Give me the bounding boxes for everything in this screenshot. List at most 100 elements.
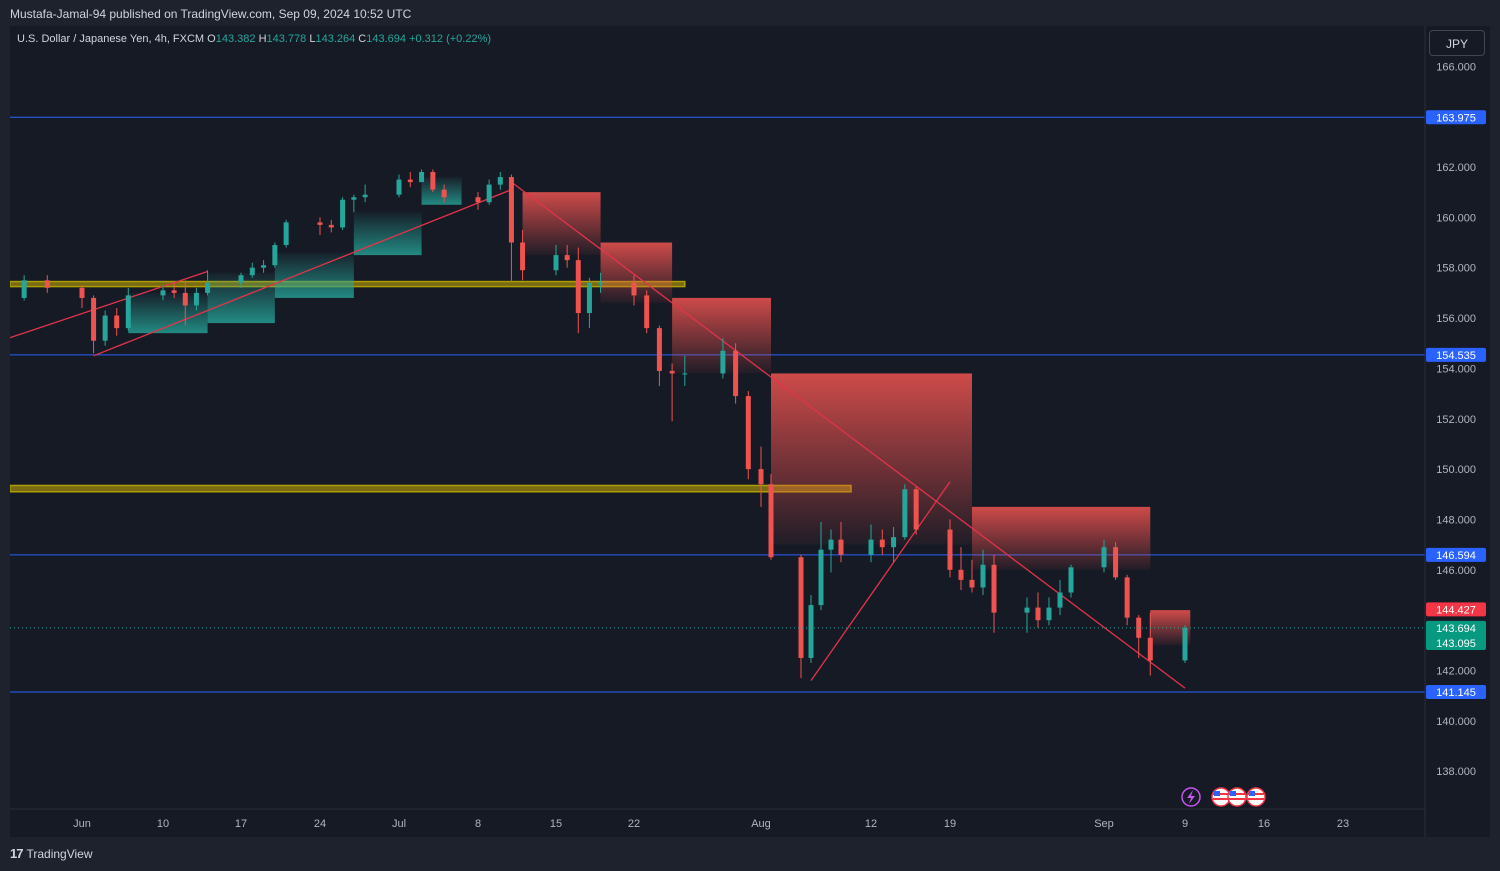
candle-body [205,282,211,293]
symbol-legend: U.S. Dollar / Japanese Yen, 4h, FXCM O14… [17,33,491,45]
chart-frame[interactable]: 166.000 162.000 160.000 158.000 156.000 154.0… [10,26,1490,837]
x-tick-label: 22 [628,818,640,830]
x-tick-label: 23 [1337,818,1349,830]
open-label: O [207,33,216,45]
candle-body [1024,607,1030,613]
candle-body [798,557,804,658]
publisher-bar: Mustafa-Jamal-94 published on TradingVie… [0,0,1500,26]
y-tick-label: 150.000 [1436,464,1476,476]
candle-body [396,179,402,195]
y-tick-label: 160.000 [1436,212,1476,224]
lower-price-tag: 143.095 [1436,638,1476,650]
tradingview-logo-icon: 17 [10,846,24,861]
candle-body [553,255,559,271]
candle-body [564,255,570,261]
lower-price-tag-bg [1426,635,1486,650]
event-icons [1181,787,1266,807]
candle-body [838,539,844,555]
y-tick-label: 146.000 [1436,565,1476,577]
x-tick-label: Jul [392,818,406,830]
y-tick-label: 140.000 [1436,716,1476,728]
close-value: 143.694 [366,33,407,45]
candle-body [328,224,334,228]
candle-body [272,245,278,266]
candle-body [818,549,824,606]
open-value: 143.382 [215,33,256,45]
change-value: +0.312 (+0.22%) [409,33,492,45]
candle-body [419,172,425,183]
low-label: L [309,33,316,45]
level-price-tag: 163.975 [1436,112,1476,124]
candle-body [441,189,447,198]
x-tick-label: Jun [73,818,91,830]
publisher-text: Mustafa-Jamal-94 published on TradingVie… [10,7,412,21]
y-tick-label: 158.000 [1436,263,1476,275]
candle-body [1101,547,1107,568]
candle-body [598,282,604,284]
x-tick-label: 15 [550,818,562,830]
candle-body [745,396,751,470]
candle-body [828,539,834,550]
level-price-tag-bg [1426,110,1486,125]
candle-body [733,350,739,397]
bearish-cloud-segment [972,506,1151,570]
candle-body [669,370,675,374]
candle-body [261,265,267,268]
candle-body [1057,592,1063,608]
footer: 17 TradingView [0,837,1500,871]
candle-body [160,290,166,296]
x-tick-label: 12 [865,818,877,830]
candle-body [991,564,997,613]
y-tick-label: 138.000 [1436,766,1476,778]
y-tick-label: 166.000 [1436,61,1476,73]
candle-body [575,260,581,314]
candle-body [969,579,975,588]
candle-body [430,172,436,190]
brand-label: TradingView [26,846,93,861]
y-tick-label: 156.000 [1436,313,1476,325]
candle-body [758,469,764,485]
candle-body [497,177,503,185]
x-tick-label: 10 [157,818,169,830]
symbol-name[interactable]: U.S. Dollar / Japanese Yen, 4h, FXCM [17,33,205,45]
level-price-tag-bg [1426,347,1486,362]
high-label: H [258,33,267,45]
candle-body [508,177,514,243]
upper-price-tag-bg [1426,602,1486,617]
x-tick-label: 19 [944,818,956,830]
candle-body [238,275,244,283]
candle-body [21,280,27,298]
y-tick-label: 154.000 [1436,363,1476,375]
us-flag-icon[interactable] [1227,787,1247,807]
candle-body [644,295,650,329]
currency-button[interactable]: JPY [1429,30,1485,56]
candle-body [656,328,662,371]
y-tick-label: 152.000 [1436,414,1476,426]
candle-body [1147,637,1153,661]
candle-body [317,222,323,225]
x-tick-label: 16 [1258,818,1270,830]
level-price-tag: 154.535 [1436,350,1476,362]
price-chart[interactable]: 166.000 162.000 160.000 158.000 156.000 154.0… [10,26,1490,837]
candle-body [340,199,346,228]
trendline [10,270,208,339]
candle-body [958,569,964,580]
last-price-tag: 143.694 [1436,623,1476,635]
candle-body [79,287,85,298]
us-flag-icon[interactable] [1246,787,1266,807]
level-price-tag-bg [1426,547,1486,562]
candle-body [520,242,526,271]
candle-body [902,489,908,538]
y-tick-label: 142.000 [1436,666,1476,678]
bullish-cloud-segment [274,252,354,298]
tradingview-logo[interactable]: 17 TradingView [10,846,93,861]
candle-body [808,605,814,658]
candle-body [1068,567,1074,593]
lightning-icon[interactable] [1181,787,1201,807]
candle-body [91,297,97,341]
x-tick-label: Aug [751,818,771,830]
candle-body [980,564,986,588]
x-tick-label: 9 [1182,818,1188,830]
candle-body [913,489,919,530]
high-value: 143.778 [266,33,307,45]
